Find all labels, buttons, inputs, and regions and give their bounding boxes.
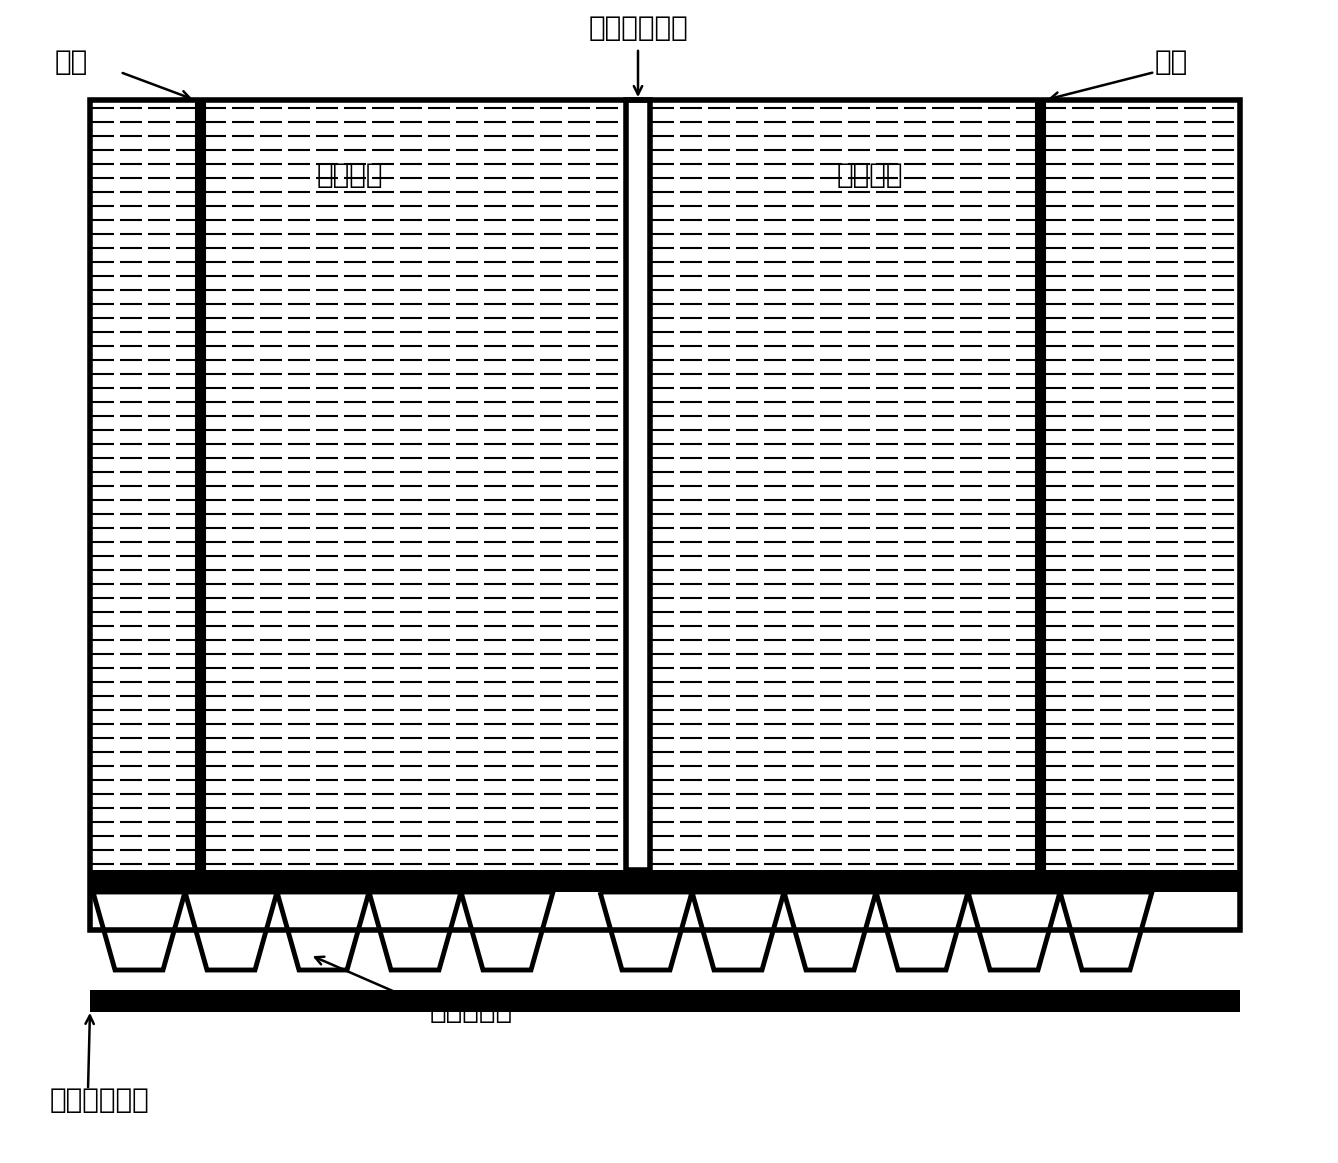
Text: 超声发生系统: 超声发生系统 [50,1086,150,1114]
Text: 超声换能器: 超声换能器 [429,996,514,1023]
Text: 阴离子选择膜: 阴离子选择膜 [589,14,688,42]
Bar [90,100,1240,930]
Text: 阳极: 阳极 [55,48,88,76]
Bar [626,100,650,870]
Text: 硫酸溶液: 硫酸溶液 [836,160,903,190]
Bar [90,990,1240,1012]
Bar [650,100,1240,870]
Text: 硫酸溶液: 硫酸溶液 [317,160,383,190]
Text: 阴极: 阴极 [1155,48,1188,76]
Bar [90,100,626,870]
Bar [90,870,1240,892]
